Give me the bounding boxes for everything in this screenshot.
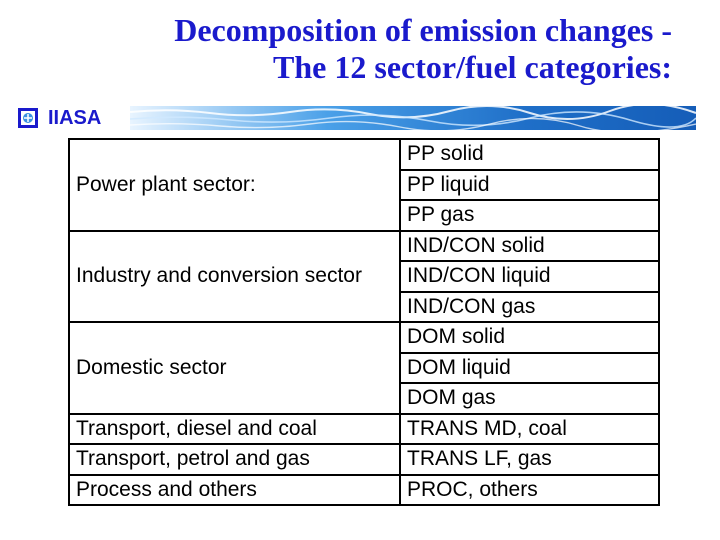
table-row: Domestic sector DOM solid (68, 321, 660, 415)
sector-cell-industry: Industry and conversion sector (68, 229, 401, 323)
category-cell: DOM solid (399, 321, 660, 354)
table-row: IND/CON liquid (69, 260, 660, 293)
category-cell: PP solid (399, 138, 660, 171)
slide-title: Decomposition of emission changes - The … (20, 12, 672, 86)
title-line-1: Decomposition of emission changes - (174, 12, 672, 48)
category-cell: PP gas (399, 199, 660, 232)
category-cell: IND/CON gas (399, 290, 660, 323)
sector-cell-domestic: Domestic sector (68, 321, 401, 415)
sector-cell-process: Process and others (68, 473, 401, 506)
sector-fuel-table: Power plant sector: PP solid PP liquid P… (68, 138, 660, 506)
iiasa-banner: IIASA (18, 104, 696, 132)
table-row: Industry and conversion sector IND/CON s… (68, 229, 660, 323)
table-row: Process and others PROC, others (68, 473, 660, 506)
sector-cell-transport-diesel: Transport, diesel and coal (68, 412, 401, 445)
table-row: DOM liquid (69, 351, 660, 384)
water-banner-image (130, 106, 696, 130)
table-row: PP liquid (69, 168, 660, 201)
sector-cell-power-plant: Power plant sector: (68, 138, 401, 232)
sector-cell-transport-petrol: Transport, petrol and gas (68, 443, 401, 476)
category-cell: PROC, others (399, 473, 660, 506)
title-line-2: The 12 sector/fuel categories: (273, 49, 672, 85)
table-row: Power plant sector: PP solid (68, 138, 660, 232)
category-cell: IND/CON solid (399, 229, 660, 262)
iiasa-logo-text: IIASA (48, 107, 102, 129)
iiasa-logo-icon (18, 108, 38, 128)
table-row: Transport, diesel and coal TRANS MD, coa… (68, 412, 660, 445)
category-cell: DOM gas (399, 382, 660, 415)
table-row: PP gas (69, 199, 660, 232)
category-cell: TRANS MD, coal (399, 412, 660, 445)
category-cell: PP liquid (399, 168, 660, 201)
category-cell: TRANS LF, gas (399, 443, 660, 476)
category-cell: DOM liquid (399, 351, 660, 384)
category-cell: IND/CON liquid (399, 260, 660, 293)
table-row: Transport, petrol and gas TRANS LF, gas (68, 443, 660, 476)
